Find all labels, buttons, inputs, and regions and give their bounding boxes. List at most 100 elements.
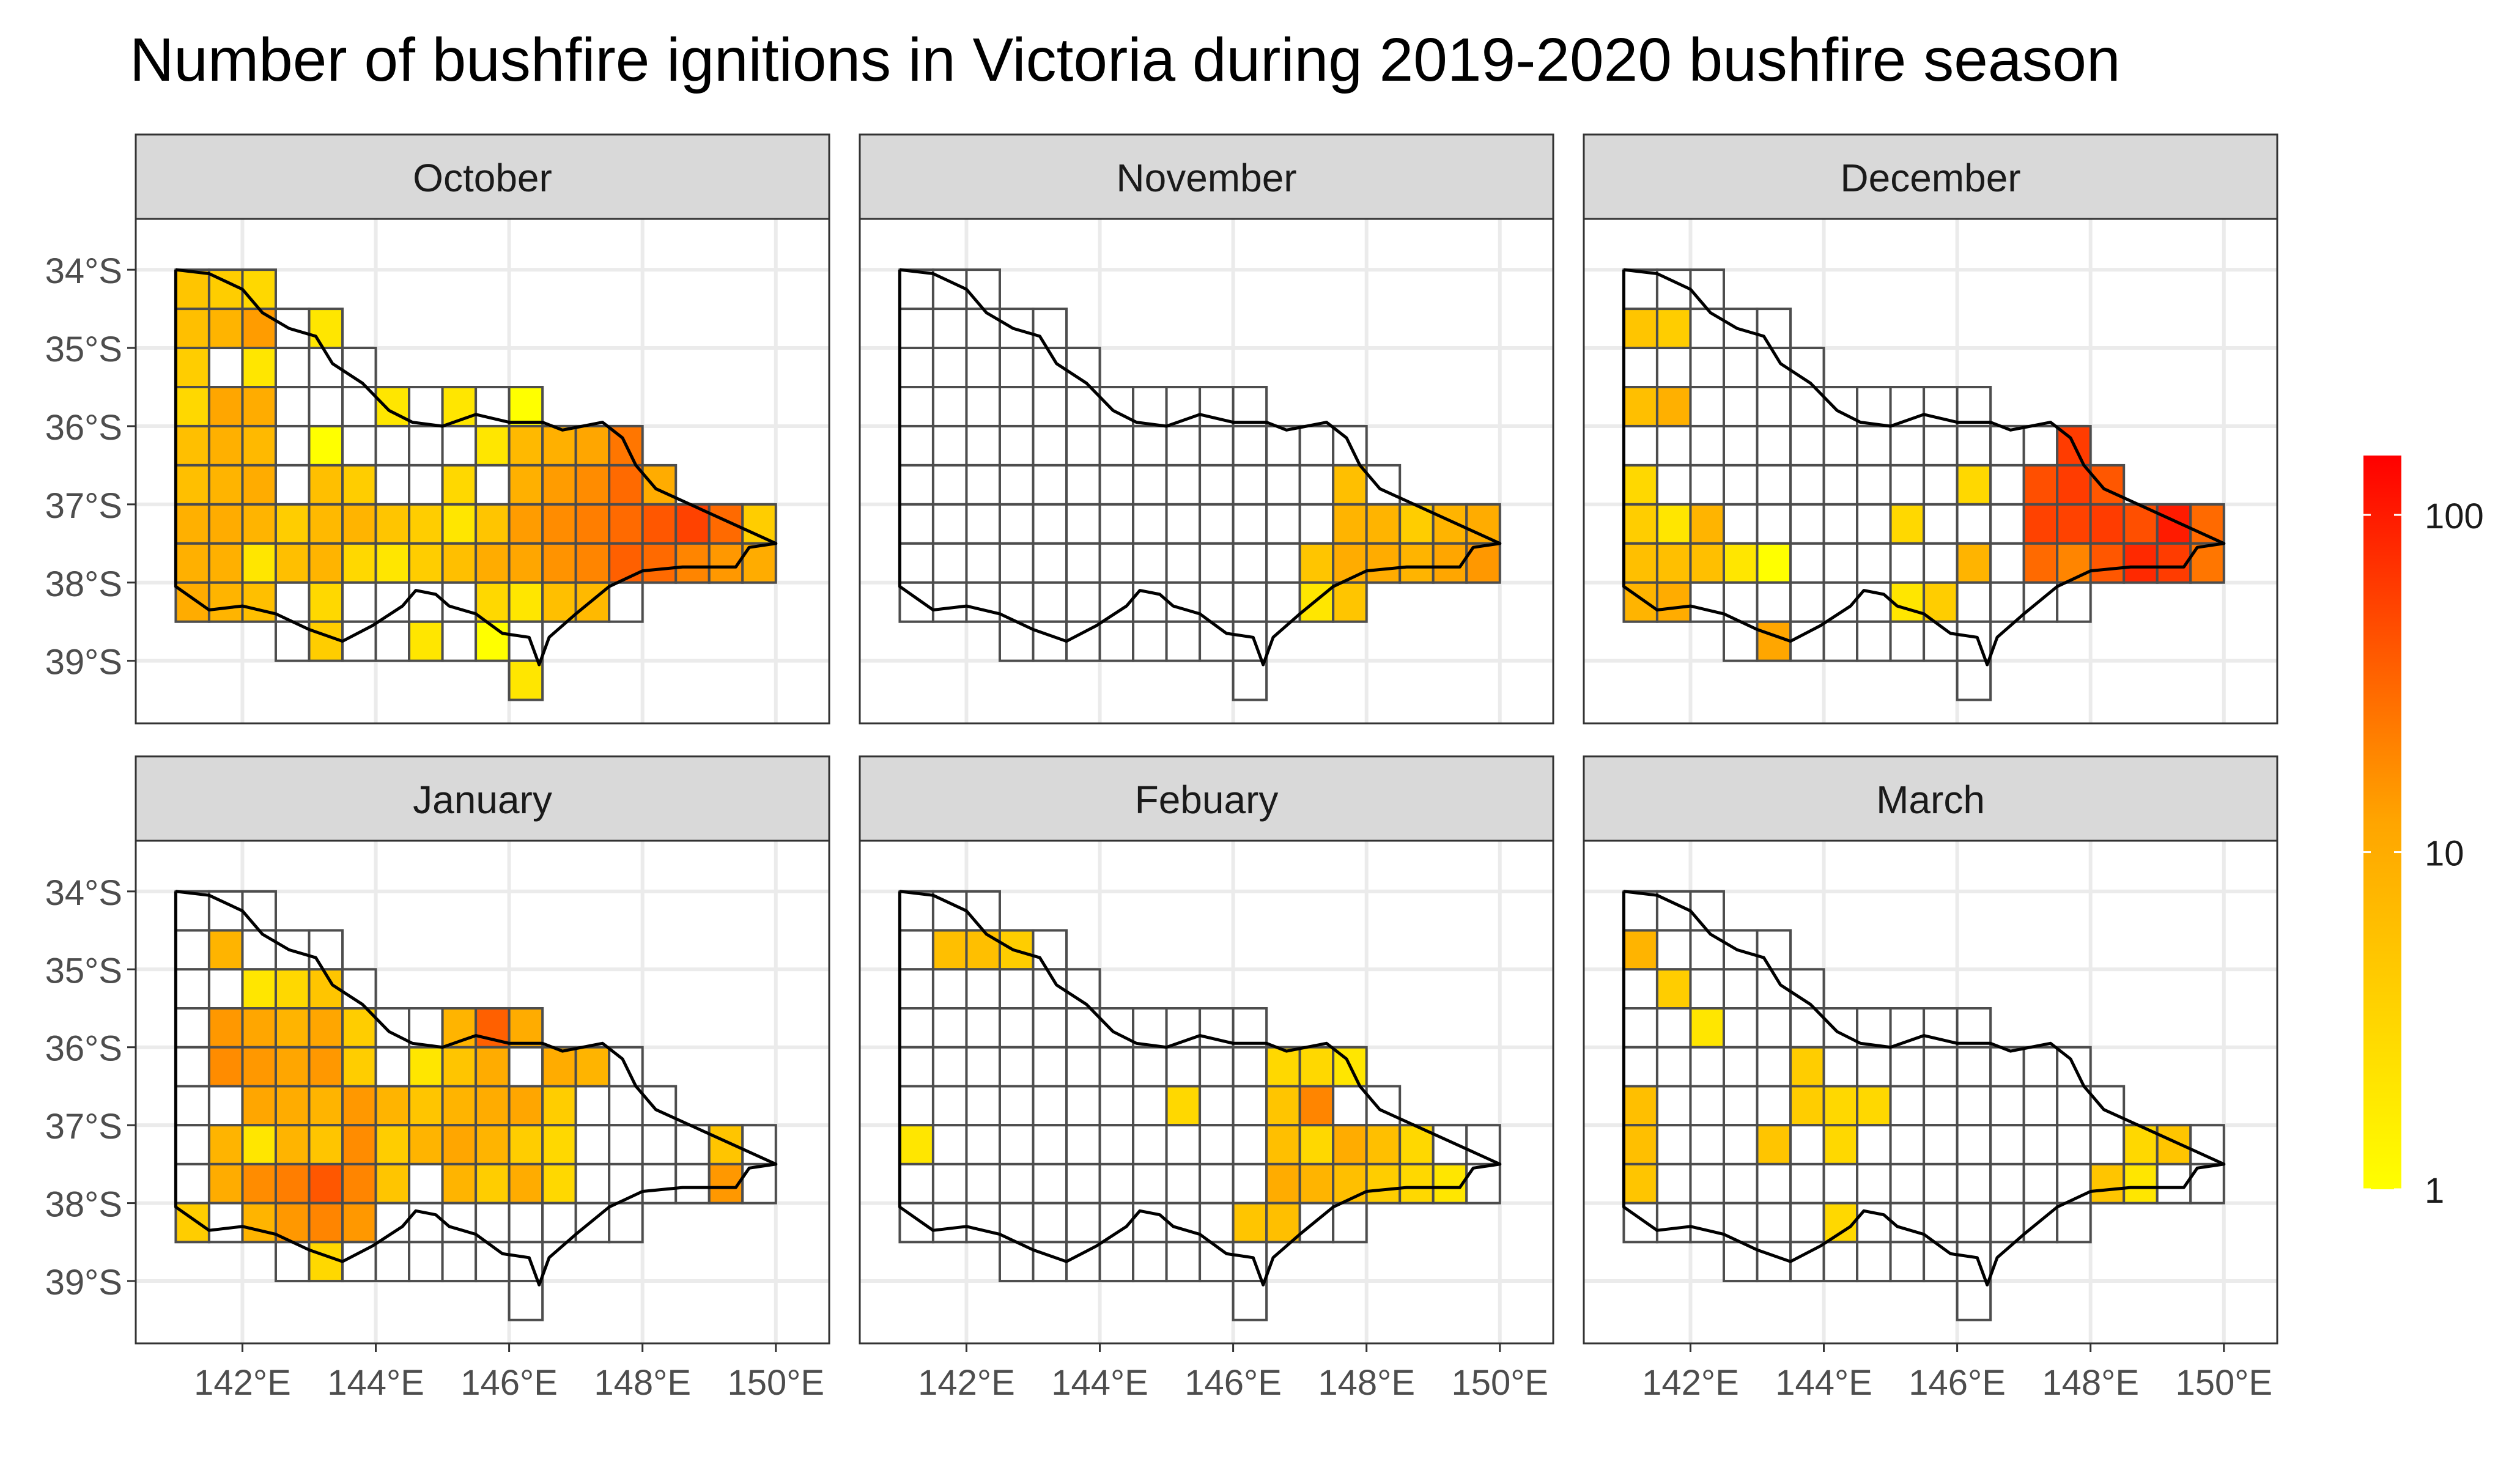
- empty-cell: [1989, 581, 2025, 623]
- empty-cell: [1822, 1241, 1859, 1283]
- empty-cell: [898, 347, 934, 388]
- heat-cell: [1298, 1124, 1335, 1165]
- heat-cell: [1622, 1162, 1658, 1205]
- empty-cell: [1465, 1124, 1501, 1165]
- heat-cell: [574, 503, 611, 545]
- empty-cell: [1856, 386, 1892, 427]
- heat-cell: [608, 424, 644, 467]
- empty-cell: [2089, 1085, 2126, 1127]
- empty-cell: [1689, 1162, 1725, 1205]
- empty-cell: [898, 542, 934, 584]
- empty-cell: [1689, 1202, 1725, 1244]
- heat-cell: [2089, 463, 2126, 506]
- empty-cell: [1098, 386, 1135, 427]
- empty-cell: [2056, 581, 2092, 623]
- empty-cell: [1232, 1241, 1268, 1283]
- heat-cell: [1722, 542, 1759, 584]
- heat-cell: [475, 503, 511, 545]
- heat-cell: [274, 968, 311, 1010]
- empty-cell: [1822, 1007, 1859, 1049]
- empty-cell: [1956, 503, 1992, 545]
- heat-cell: [508, 1007, 544, 1049]
- heat-cell: [1298, 1046, 1335, 1088]
- heat-cell: [608, 463, 644, 506]
- empty-cell: [1199, 1046, 1235, 1088]
- empty-cell: [1232, 424, 1268, 467]
- empty-cell: [1655, 1046, 1692, 1088]
- empty-cell: [1989, 1046, 2025, 1088]
- empty-cell: [1032, 581, 1068, 623]
- heat-cell: [1756, 1124, 1792, 1165]
- empty-cell: [1989, 1202, 2025, 1244]
- empty-cell: [1956, 386, 1992, 427]
- empty-cell: [965, 268, 1001, 311]
- empty-cell: [408, 581, 444, 623]
- heat-cell: [308, 503, 344, 545]
- empty-cell: [965, 1007, 1001, 1049]
- heat-cell: [274, 542, 311, 584]
- y-tick-label: 36°S: [45, 1029, 122, 1069]
- empty-cell: [1622, 890, 1658, 932]
- empty-cell: [1889, 1202, 1926, 1244]
- empty-cell: [1098, 1007, 1135, 1049]
- y-tick-label: 38°S: [45, 1185, 122, 1225]
- heat-cell: [674, 542, 711, 584]
- x-tick-label: 148°E: [1318, 1363, 1415, 1403]
- empty-cell: [608, 1085, 644, 1127]
- panel-border: [1583, 840, 2278, 1345]
- empty-cell: [965, 1162, 1001, 1205]
- empty-cell: [1689, 424, 1725, 467]
- panel-strip: [135, 755, 830, 842]
- heat-cell: [308, 463, 344, 506]
- empty-cell: [207, 968, 244, 1010]
- heat-cell: [965, 929, 1001, 971]
- heat-cell: [1399, 1162, 1435, 1205]
- panel-title: January: [413, 778, 552, 822]
- x-tick-label: 150°E: [727, 1363, 824, 1403]
- empty-cell: [1989, 424, 2025, 467]
- heat-cell: [1265, 1124, 1301, 1165]
- heat-cell: [1756, 620, 1792, 662]
- empty-cell: [1889, 1085, 1926, 1127]
- panel-border: [1583, 218, 2278, 725]
- empty-cell: [574, 1085, 611, 1127]
- heat-cell: [207, 1046, 244, 1088]
- empty-cell: [1132, 1241, 1168, 1283]
- empty-cell: [1065, 1202, 1101, 1244]
- panel-october: October 34°S 35°S 36°S 37°S 38°S 39°S: [45, 133, 830, 725]
- heat-cell: [207, 1007, 244, 1049]
- empty-cell: [508, 620, 544, 662]
- empty-cell: [1622, 968, 1658, 1010]
- empty-cell: [1165, 1241, 1202, 1283]
- empty-cell: [408, 1162, 444, 1205]
- empty-cell: [965, 347, 1001, 388]
- empty-cell: [2056, 1085, 2092, 1127]
- empty-cell: [1032, 620, 1068, 662]
- heat-cell: [341, 1046, 377, 1088]
- heat-cell: [408, 542, 444, 584]
- empty-cell: [898, 968, 934, 1010]
- empty-cell: [1756, 308, 1792, 350]
- victoria-boundary: [898, 890, 1502, 1287]
- empty-cell: [1098, 581, 1135, 623]
- empty-cell: [1923, 463, 1959, 506]
- heat-cell: [541, 1085, 577, 1127]
- empty-cell: [1132, 542, 1168, 584]
- heat-cell: [308, 1007, 344, 1049]
- empty-cell: [998, 1124, 1035, 1165]
- empty-cell: [174, 1124, 210, 1165]
- empty-cell: [1756, 929, 1792, 971]
- empty-cell: [1756, 424, 1792, 467]
- empty-cell: [965, 463, 1001, 506]
- heat-cell: [274, 1162, 311, 1205]
- heat-cell: [608, 542, 644, 584]
- empty-cell: [898, 890, 934, 932]
- heat-cell: [207, 503, 244, 545]
- heat-cell: [308, 1202, 344, 1244]
- empty-cell: [1722, 1085, 1759, 1127]
- empty-cell: [1722, 1007, 1759, 1049]
- heat-cell: [274, 1007, 311, 1049]
- heat-cell: [174, 347, 210, 388]
- empty-cell: [1655, 1007, 1692, 1049]
